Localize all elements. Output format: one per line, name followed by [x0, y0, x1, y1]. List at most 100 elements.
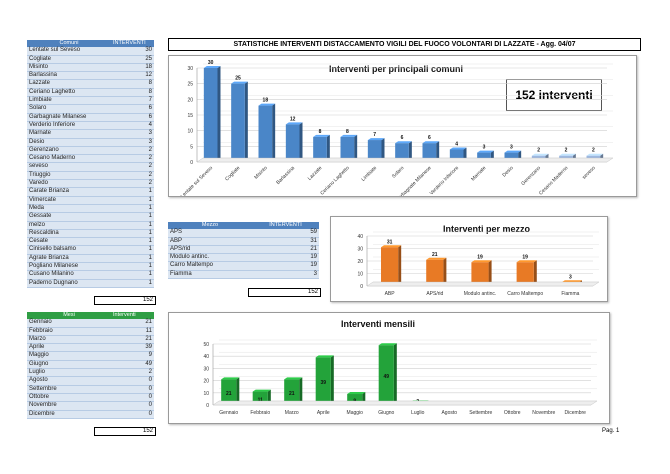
bar [313, 134, 330, 162]
comune-row-label: Desio [27, 138, 111, 147]
mese-row-value: 11 [111, 327, 154, 336]
comune-row: Varedo 2 [27, 179, 154, 189]
y-tick-label: 25 [187, 82, 193, 88]
comune-row-label: seveso [27, 162, 111, 172]
data-label: 19 [477, 254, 483, 260]
mezzo-header: Mezzo [168, 222, 252, 230]
comune-row-value: 2 [111, 162, 154, 172]
mese-row: Luglio 2 [27, 368, 154, 378]
comune-row: Solaro 6 [27, 104, 154, 114]
x-tick-label: Desio [501, 165, 514, 178]
comune-row: Pogliano Milanese 1 [27, 262, 154, 272]
mezzo-row: Carro Maltempo 19 [168, 261, 319, 271]
mezzo-table: Mezzo INTERVENTI APS 59 ABP 31 APS/rid 21 Modu… [168, 222, 319, 280]
comune-row-value: 1 [111, 196, 154, 205]
comune-row-label: Garbagnate Milanese [27, 113, 111, 122]
data-label: 3 [569, 274, 572, 280]
page-title: STATISTICHE INTERVENTI DISTACCAMENTO VIG… [168, 38, 641, 51]
y-tick-label: 40 [357, 234, 363, 240]
bar [340, 134, 358, 162]
comune-row-label: Paderno Dugnano [27, 279, 111, 288]
comuni-chart-title: Interventi per principali comuni [329, 64, 464, 74]
comune-row-value: 2 [111, 154, 154, 164]
mese-row: Aprile 39 [27, 343, 154, 353]
mese-row-label: Marzo [27, 335, 111, 345]
bar [367, 138, 385, 162]
comune-row-value: 8 [111, 79, 154, 89]
data-label: 30 [208, 60, 214, 66]
mese-row: Gennaio 21 [27, 319, 154, 328]
comune-row: Cesate 1 [27, 237, 154, 247]
mese-row: Settembre 0 [27, 385, 154, 394]
mezzo-row-value: 19 [252, 261, 319, 271]
mese-row-value: 39 [111, 343, 154, 353]
mezzo-total: 152 [248, 288, 321, 297]
y-tick-label: 20 [357, 259, 363, 265]
bar [426, 257, 447, 286]
y-tick-label: 10 [203, 391, 209, 397]
comune-row-label: Limbiate [27, 96, 111, 106]
comune-row-value: 25 [111, 55, 154, 64]
comune-row-value: 2 [111, 171, 154, 181]
comune-row: Lentate sul Seveso 30 [27, 47, 154, 56]
x-tick-label: Aprile [317, 410, 330, 416]
comune-row-label: Cusano Milanino [27, 270, 111, 280]
mesi-total: 152 [94, 427, 156, 436]
comune-row-value: 2 [111, 179, 154, 189]
comune-row: Cinisello balsamo 1 [27, 245, 154, 255]
comuni-chart-panel: Interventi per principali comuni 152 int… [168, 55, 637, 197]
mezzo-row-label: Modulo antinc. [168, 253, 252, 263]
comune-row-label: Meda [27, 204, 111, 214]
y-tick-label: 40 [203, 354, 209, 360]
comune-row: melzo 1 [27, 221, 154, 230]
comune-row: Paderno Dugnano 1 [27, 279, 154, 288]
bar [231, 81, 248, 162]
mezzo-row-label: APS [168, 229, 252, 238]
comune-row: Misinto 18 [27, 63, 154, 73]
comune-row-label: Pogliano Milanese [27, 262, 111, 272]
comune-row-label: Cesano Maderno [27, 154, 111, 164]
mese-row-value: 21 [111, 335, 154, 345]
comuni-table: Comuni INTERVENTI Lentate sul Seveso 30 Co… [27, 40, 154, 288]
comune-row-value: 1 [111, 229, 154, 239]
bar [471, 260, 492, 286]
mensili-chart-panel: Interventi mensili 0 10 20 30 40 50 21 Gennaio 1… [168, 312, 610, 424]
x-tick-label: seveso [581, 165, 597, 181]
y-tick-label: 10 [357, 272, 363, 278]
data-label: 21 [432, 252, 438, 258]
x-tick-label: APS/rid [426, 291, 443, 297]
mezzo-row-value: 31 [252, 237, 319, 246]
mezzo-interventi-header: INTERVENTI [252, 222, 319, 230]
comune-row-label: Gessate [27, 212, 111, 222]
mese-row-value: 0 [111, 376, 154, 386]
comune-row: Meda 1 [27, 204, 154, 214]
y-tick-label: 30 [357, 247, 363, 253]
mensili-chart: 0 10 20 30 40 50 21 Gennaio 11 Febbraio 21 Marzo 39 A… [203, 339, 598, 416]
data-label: 49 [383, 374, 389, 380]
data-label: 18 [263, 98, 269, 104]
comune-row-value: 1 [111, 279, 154, 288]
bar [395, 141, 412, 162]
mezzo-chart-title: Interventi per mezzo [443, 224, 531, 234]
comune-row-label: Marnate [27, 129, 111, 139]
x-tick-label: Maggio [347, 410, 364, 416]
bar [203, 66, 221, 162]
mese-row-value: 49 [111, 360, 154, 370]
data-label: 2 [592, 148, 595, 154]
comune-row: seveso 2 [27, 162, 154, 172]
x-tick-label: Fiamma [561, 291, 579, 297]
data-label: 3 [483, 145, 486, 151]
y-tick-label: 30 [187, 66, 193, 72]
chart-floor [196, 157, 614, 163]
comune-row-label: Triuggio [27, 171, 111, 181]
mese-row-label: Luglio [27, 368, 111, 378]
comune-row-value: 7 [111, 96, 154, 106]
data-label: 39 [320, 380, 326, 386]
mese-row-label: Agosto [27, 376, 111, 386]
comune-row-label: Carate Brianza [27, 187, 111, 197]
mezzo-row-value: 19 [252, 253, 319, 263]
mese-row: Giugno 49 [27, 360, 154, 370]
comune-row: Cogliate 25 [27, 55, 154, 64]
data-label: 25 [235, 76, 241, 82]
comune-row-value: 1 [111, 204, 154, 214]
